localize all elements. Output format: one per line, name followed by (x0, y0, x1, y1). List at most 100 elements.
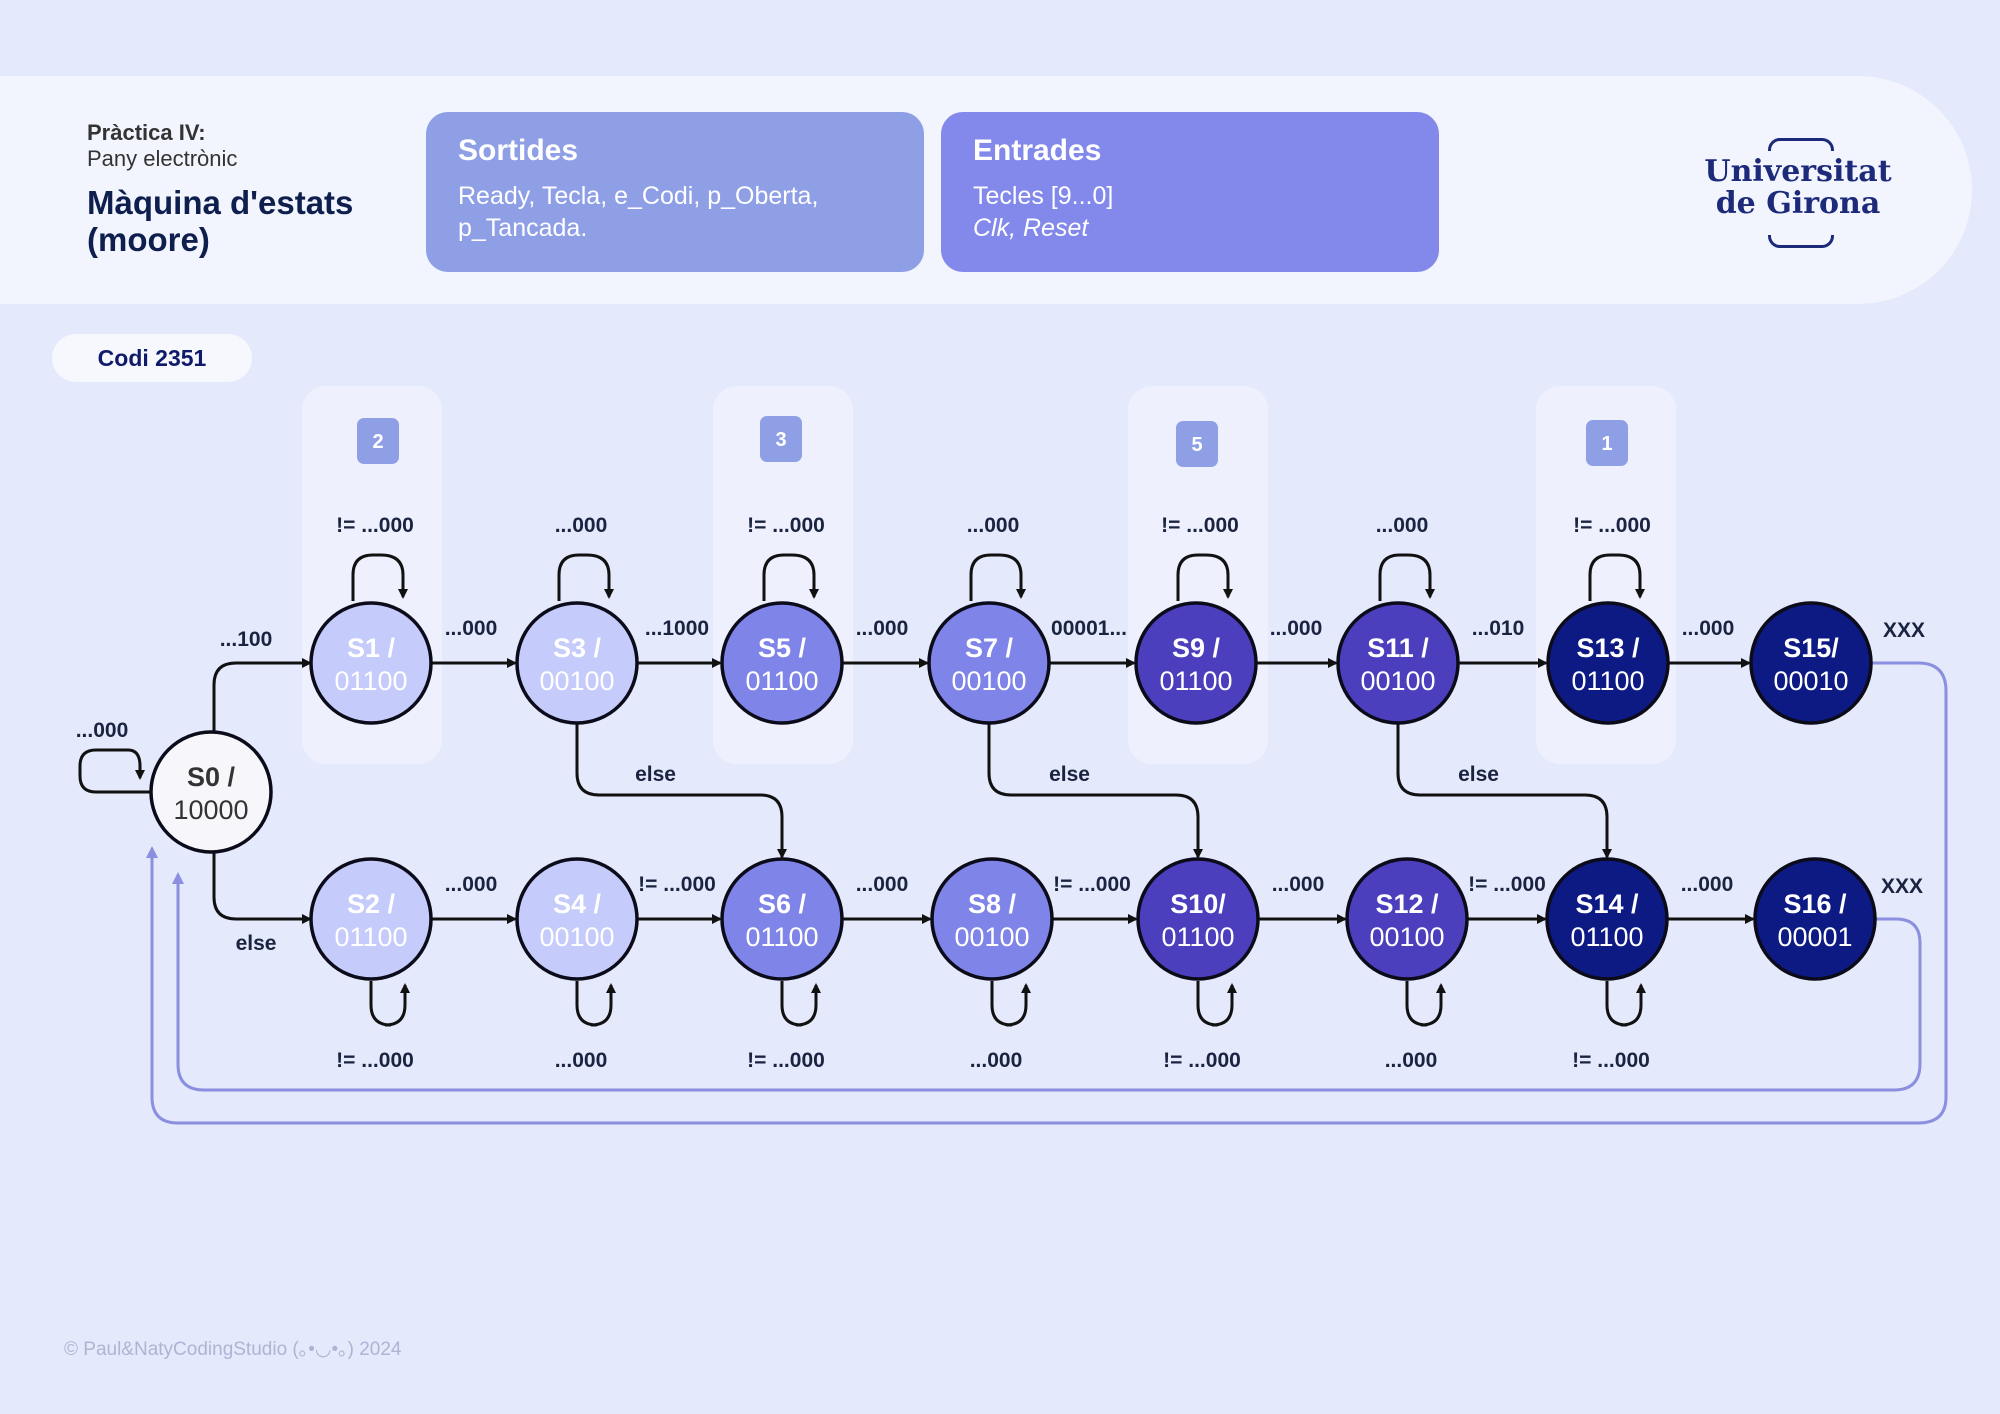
practice-heading: Pràctica IV: Pany electrònic (87, 120, 237, 172)
state-output: 00100 (539, 922, 614, 952)
transition-label-s13-s13: != ...000 (1573, 514, 1651, 537)
logo-line-1: Universitat (1704, 154, 1892, 189)
state-circle (309, 857, 433, 981)
self-loop-s9 (1176, 553, 1233, 601)
self-loop-s5 (762, 553, 819, 601)
self-loop-s2 (369, 981, 410, 1027)
state-s12: S12 /00100 (1345, 857, 1469, 981)
code-badge: Codi 2351 (52, 334, 252, 382)
transition-label-s5-s5: != ...000 (747, 514, 825, 537)
transition-label-s8-s8: ...000 (970, 1049, 1023, 1072)
state-name: S2 / (347, 889, 396, 919)
transition-label-s2-s2: != ...000 (336, 1049, 414, 1072)
state-name: S10/ (1170, 889, 1226, 919)
state-output: 00100 (1360, 666, 1435, 696)
transition-label-s7-s7: ...000 (967, 514, 1020, 537)
self-loop-s14 (1605, 981, 1646, 1027)
state-output: 01100 (1161, 922, 1234, 952)
transition-label-s4-s4: ...000 (555, 1049, 608, 1072)
inputs-line-1: Tecles [9...0] (973, 182, 1114, 210)
transition-label-s11-s13: ...010 (1472, 617, 1525, 640)
digit-label: 2 (372, 431, 383, 453)
state-name: S8 / (968, 889, 1017, 919)
state-name: S9 / (1172, 633, 1221, 663)
outputs-line-1: Ready, Tecla, e_Codi, p_Oberta, (458, 182, 819, 210)
reset-line-s16 (172, 872, 1922, 1092)
digit-badge (760, 416, 802, 462)
transition-label-s6-s8: ...000 (856, 873, 909, 896)
self-loop-s11 (1378, 553, 1435, 601)
state-s14: S14 /01100 (1545, 857, 1669, 981)
arrow-s3-s6 (575, 723, 787, 859)
state-name: S4 / (553, 889, 602, 919)
inputs-title: Entrades (973, 134, 1102, 167)
transition-label-s3-s3: ...000 (555, 514, 608, 537)
self-loop-s12 (1405, 981, 1446, 1027)
digit-label: 5 (1191, 434, 1202, 456)
transition-label-s0-s0: ...000 (76, 719, 129, 742)
transition-label-s11-s14: else (1458, 763, 1499, 786)
state-circle (1336, 601, 1460, 725)
state-output: 00010 (1773, 666, 1848, 696)
transition-label-s12-s12: ...000 (1385, 1049, 1438, 1072)
state-output: 00100 (954, 922, 1029, 952)
state-s13: S13 /01100 (1546, 601, 1670, 725)
transition-label-s5-s7: ...000 (856, 617, 909, 640)
transition-label-s9-s9: != ...000 (1161, 514, 1239, 537)
state-circle (1545, 857, 1669, 981)
state-circle (309, 601, 433, 725)
state-output: 01100 (334, 922, 407, 952)
state-name: S16 / (1783, 889, 1847, 919)
self-loop-s10 (1196, 981, 1237, 1027)
state-output: 01100 (1571, 666, 1644, 696)
state-circle (1749, 601, 1873, 725)
state-name: S14 / (1575, 889, 1639, 919)
arrow-s0-s1 (212, 658, 312, 732)
transition-label-s14-s14: != ...000 (1572, 1049, 1650, 1072)
state-circle (927, 601, 1051, 725)
state-circle (1546, 601, 1670, 725)
state-output: 01100 (745, 666, 818, 696)
transition-label-s13-s15: ...000 (1682, 617, 1735, 640)
state-s11: S11 /00100 (1336, 601, 1460, 725)
digit-badge (1586, 420, 1628, 466)
state-s7: S7 /00100 (927, 601, 1051, 725)
transition-label-s12-s14: != ...000 (1468, 873, 1546, 896)
digit-label: 1 (1601, 433, 1612, 455)
state-output: 01100 (1159, 666, 1232, 696)
state-circle (515, 857, 639, 981)
state-s8: S8 /00100 (930, 857, 1054, 981)
state-circle (930, 857, 1054, 981)
logo-line-2: de Girona (1715, 186, 1881, 221)
inputs-card: Entrades Tecles [9...0] Clk, Reset (941, 112, 1439, 272)
state-circle (1134, 601, 1258, 725)
transition-label-s1-s3: ...000 (445, 617, 498, 640)
state-name: S6 / (758, 889, 807, 919)
state-output: 00100 (1369, 922, 1444, 952)
state-s15: S15/00010 (1749, 601, 1873, 725)
transition-label-s7-s10: else (1049, 763, 1090, 786)
state-s2: S2 /01100 (309, 857, 433, 981)
self-loop-s4 (575, 981, 616, 1027)
arrow-s0-s2 (212, 852, 312, 924)
transition-label-s10-s12: ...000 (1272, 873, 1325, 896)
transition-label-s14-s16: ...000 (1681, 873, 1734, 896)
state-output: 10000 (173, 795, 248, 825)
transition-label-s4-s6: != ...000 (638, 873, 716, 896)
transition-label-s2-s4: ...000 (445, 873, 498, 896)
state-circle (720, 601, 844, 725)
digit-badge (357, 418, 399, 464)
state-name: S11 / (1367, 633, 1429, 663)
transition-label-s9-s11: ...000 (1270, 617, 1323, 640)
state-name: S3 / (553, 633, 602, 663)
digit-badge (1176, 421, 1218, 467)
self-loop-s1 (351, 553, 408, 601)
transition-label-s10-s10: != ...000 (1163, 1049, 1241, 1072)
state-name: S13 / (1576, 633, 1640, 663)
state-name: S7 / (965, 633, 1014, 663)
arrow-s11-s14 (1396, 723, 1612, 859)
outputs-card: Sortides Ready, Tecla, e_Codi, p_Oberta,… (426, 112, 924, 272)
state-output: 01100 (1570, 922, 1643, 952)
state-name: S0 / (187, 762, 236, 792)
